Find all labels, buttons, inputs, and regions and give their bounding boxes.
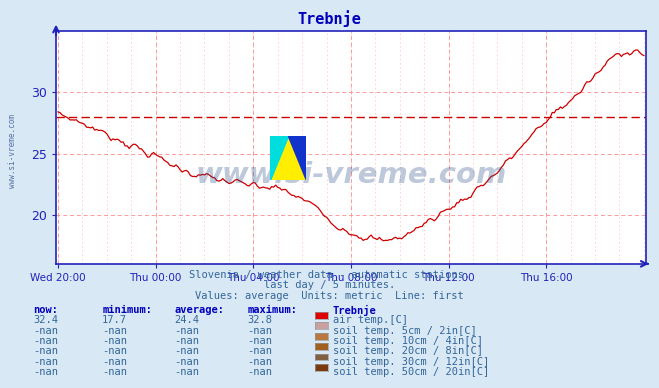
Text: -nan: -nan <box>33 336 58 346</box>
Text: maximum:: maximum: <box>247 305 297 315</box>
Text: -nan: -nan <box>247 326 272 336</box>
Text: -nan: -nan <box>175 326 200 336</box>
Text: minimum:: minimum: <box>102 305 152 315</box>
Text: average:: average: <box>175 305 225 315</box>
Text: 17.7: 17.7 <box>102 315 127 325</box>
Text: -nan: -nan <box>102 336 127 346</box>
Text: -nan: -nan <box>102 367 127 378</box>
Text: Values: average  Units: metric  Line: first: Values: average Units: metric Line: firs… <box>195 291 464 301</box>
Text: soil temp. 50cm / 20in[C]: soil temp. 50cm / 20in[C] <box>333 367 489 378</box>
Polygon shape <box>289 136 306 180</box>
Text: soil temp. 10cm / 4in[C]: soil temp. 10cm / 4in[C] <box>333 336 483 346</box>
Text: Trebnje: Trebnje <box>333 305 376 315</box>
Text: -nan: -nan <box>33 346 58 357</box>
Text: -nan: -nan <box>33 357 58 367</box>
Text: -nan: -nan <box>247 336 272 346</box>
Text: soil temp. 5cm / 2in[C]: soil temp. 5cm / 2in[C] <box>333 326 476 336</box>
Text: Slovenia / weather data - automatic stations.: Slovenia / weather data - automatic stat… <box>189 270 470 280</box>
Text: now:: now: <box>33 305 58 315</box>
Text: Trebnje: Trebnje <box>298 10 361 26</box>
Text: -nan: -nan <box>175 367 200 378</box>
Text: 32.8: 32.8 <box>247 315 272 325</box>
Text: -nan: -nan <box>175 346 200 357</box>
Text: -nan: -nan <box>175 357 200 367</box>
Text: soil temp. 30cm / 12in[C]: soil temp. 30cm / 12in[C] <box>333 357 489 367</box>
Text: -nan: -nan <box>247 357 272 367</box>
Text: soil temp. 20cm / 8in[C]: soil temp. 20cm / 8in[C] <box>333 346 483 357</box>
Polygon shape <box>270 136 289 180</box>
Text: 32.4: 32.4 <box>33 315 58 325</box>
Text: www.si-vreme.com: www.si-vreme.com <box>195 161 507 189</box>
Text: -nan: -nan <box>102 357 127 367</box>
Text: -nan: -nan <box>102 346 127 357</box>
Text: 24.4: 24.4 <box>175 315 200 325</box>
Text: -nan: -nan <box>33 326 58 336</box>
Text: last day / 5 minutes.: last day / 5 minutes. <box>264 280 395 290</box>
Text: -nan: -nan <box>33 367 58 378</box>
Text: www.si-vreme.com: www.si-vreme.com <box>8 114 17 188</box>
Text: -nan: -nan <box>247 367 272 378</box>
Text: -nan: -nan <box>102 326 127 336</box>
Text: -nan: -nan <box>247 346 272 357</box>
Text: -nan: -nan <box>175 336 200 346</box>
Text: air temp.[C]: air temp.[C] <box>333 315 408 325</box>
